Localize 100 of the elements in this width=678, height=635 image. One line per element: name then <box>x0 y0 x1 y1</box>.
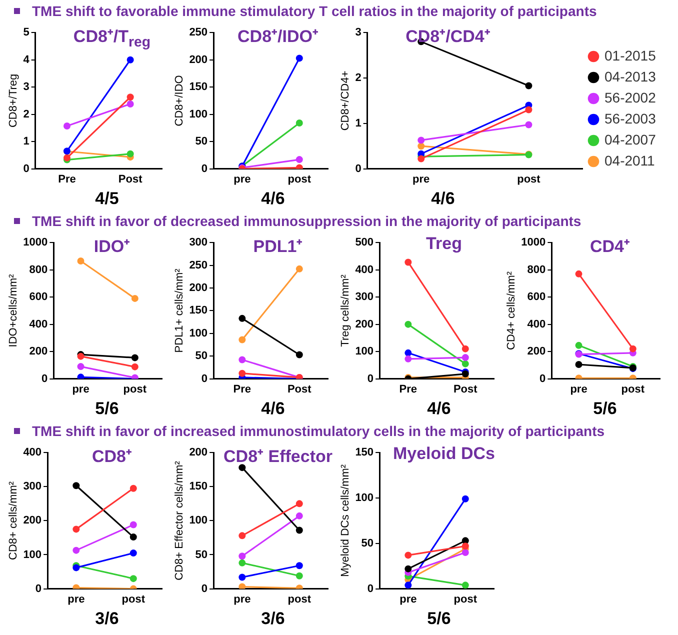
y-tick-label: 800 <box>29 264 48 276</box>
y-tick-label: 4 <box>23 54 30 66</box>
y-axis-title: CD8+ Effector cells/mm² <box>174 460 186 580</box>
y-tick-label: 100 <box>355 346 374 358</box>
y-tick-label: 800 <box>527 264 546 276</box>
y-tick-label: 50 <box>361 537 374 550</box>
y-tick-label: 100 <box>189 514 208 527</box>
text: 3/6 <box>260 609 286 630</box>
y-tick-label: 1 <box>23 136 30 148</box>
x-tick-label: Post <box>118 173 143 186</box>
y-tick-label: 400 <box>29 318 48 330</box>
x-tick-label: Pre <box>233 383 252 396</box>
y-tick-label: 3 <box>355 26 362 39</box>
y-tick-label: 250 <box>189 26 208 39</box>
y-tick-label: 600 <box>29 291 48 304</box>
legend-label: 56-2002 <box>604 89 656 106</box>
y-axis-title: CD8+ cells/mm² <box>8 481 20 560</box>
y-tick-label: 200 <box>527 346 546 358</box>
y-tick-label: 2 <box>23 108 30 120</box>
x-tick-label: post <box>517 173 541 186</box>
x-tick-label: Post <box>287 383 312 396</box>
y-tick-label: 100 <box>23 548 42 561</box>
y-axis-title: CD4+ cells/mm² <box>506 271 518 350</box>
chart-title: CD8⁺ <box>90 446 133 467</box>
y-tick-label: 50 <box>195 548 208 561</box>
y-tick-label: 5 <box>23 26 30 39</box>
x-tick-label: post <box>288 593 312 606</box>
y-tick-label: 200 <box>29 346 48 358</box>
x-tick-label: pre <box>68 593 85 606</box>
y-tick-label: 0 <box>201 582 208 595</box>
y-tick-label: 0 <box>201 162 208 175</box>
text: TME shift in favor of decreased immunosuppression in the majority of participants <box>32 212 582 231</box>
x-tick-label: pre <box>400 593 417 606</box>
y-axis-title: Myeloid DCs cells/mm² <box>340 464 352 577</box>
chart-title: Myeloid DCs <box>392 444 496 464</box>
text: 3/6 <box>94 609 120 630</box>
legend-label: 01-2015 <box>604 47 656 64</box>
y-tick-label: 400 <box>355 264 374 276</box>
x-tick-label: Pre <box>399 383 418 396</box>
chart-title: CD8⁺/T$_{reg}$ <box>72 26 152 50</box>
y-tick-label: 100 <box>189 327 208 340</box>
y-tick-label: 300 <box>189 236 208 249</box>
text: 4/5 <box>94 189 120 210</box>
text: 4/6 <box>260 189 286 210</box>
y-axis-title: CD8+/CD4+ <box>340 70 352 131</box>
chart-title: CD8⁺/CD4⁺ <box>404 26 492 47</box>
y-tick-label: 0 <box>23 162 30 175</box>
y-axis-title: CD8+/Treg <box>8 74 20 128</box>
y-tick-label: 600 <box>527 291 546 304</box>
y-axis-title: CD8+/IDO <box>174 74 186 126</box>
legend-label: 04-2013 <box>604 68 656 84</box>
y-tick-label: 0 <box>367 372 374 385</box>
x-tick-label: Pre <box>58 173 76 186</box>
y-tick-label: 50 <box>195 136 208 148</box>
y-tick-label: 150 <box>189 81 208 94</box>
y-tick-label: 0 <box>201 372 208 385</box>
x-tick-label: post <box>621 383 645 396</box>
y-tick-label: 200 <box>189 446 208 459</box>
y-tick-label: 100 <box>355 492 374 504</box>
x-tick-label: pre <box>72 383 90 396</box>
y-tick-label: 0 <box>540 372 546 385</box>
y-tick-label: 1 <box>355 117 362 130</box>
y-tick-label: 250 <box>189 259 208 272</box>
y-tick-label: 150 <box>189 480 208 493</box>
text: TME shift to favorable immune stimulatory T cell ratios in the majority of participants <box>32 2 597 21</box>
chart-title: CD8⁺ Effector <box>222 446 334 467</box>
y-axis-title: IDO+cells/mm² <box>8 274 20 348</box>
text: 5/6 <box>592 399 618 420</box>
x-tick-label: pre <box>570 383 588 396</box>
y-tick-label: 400 <box>23 446 42 459</box>
y-tick-label: 500 <box>355 236 374 249</box>
y-tick-label: 50 <box>195 350 208 362</box>
text: 4/6 <box>430 189 456 210</box>
y-tick-label: 150 <box>355 446 374 459</box>
y-tick-label: 100 <box>189 108 208 120</box>
y-tick-label: 200 <box>189 54 208 66</box>
text: 4/6 <box>260 399 286 420</box>
y-tick-label: 0 <box>367 582 374 595</box>
text: TME shift in favor of increased immunostimulatory cells in the majority of participants <box>32 422 605 441</box>
x-tick-label: Post <box>453 383 478 396</box>
legend-label: 56-2003 <box>604 110 656 126</box>
y-tick-label: 2 <box>355 72 362 84</box>
y-tick-label: 200 <box>355 318 374 330</box>
y-tick-label: 0 <box>42 372 48 385</box>
text: 5/6 <box>426 609 452 630</box>
y-tick-label: 0 <box>355 162 362 175</box>
x-tick-label: post <box>123 383 147 396</box>
chart-title: CD8⁺/IDO⁺ <box>236 26 320 47</box>
y-axis-title: PDL1+ cells/mm² <box>174 268 186 353</box>
chart-title: Treg <box>425 234 463 254</box>
y-tick-label: 300 <box>355 291 374 304</box>
y-tick-label: 300 <box>23 480 42 493</box>
x-tick-label: pre <box>234 593 251 606</box>
text: 5/6 <box>94 399 120 420</box>
x-tick-label: pre <box>234 173 251 186</box>
chart-title: CD4⁺ <box>588 236 631 257</box>
y-tick-label: 150 <box>189 304 208 317</box>
text: 4/6 <box>426 399 452 420</box>
y-tick-label: 3 <box>23 81 30 94</box>
y-tick-label: 200 <box>189 282 208 294</box>
